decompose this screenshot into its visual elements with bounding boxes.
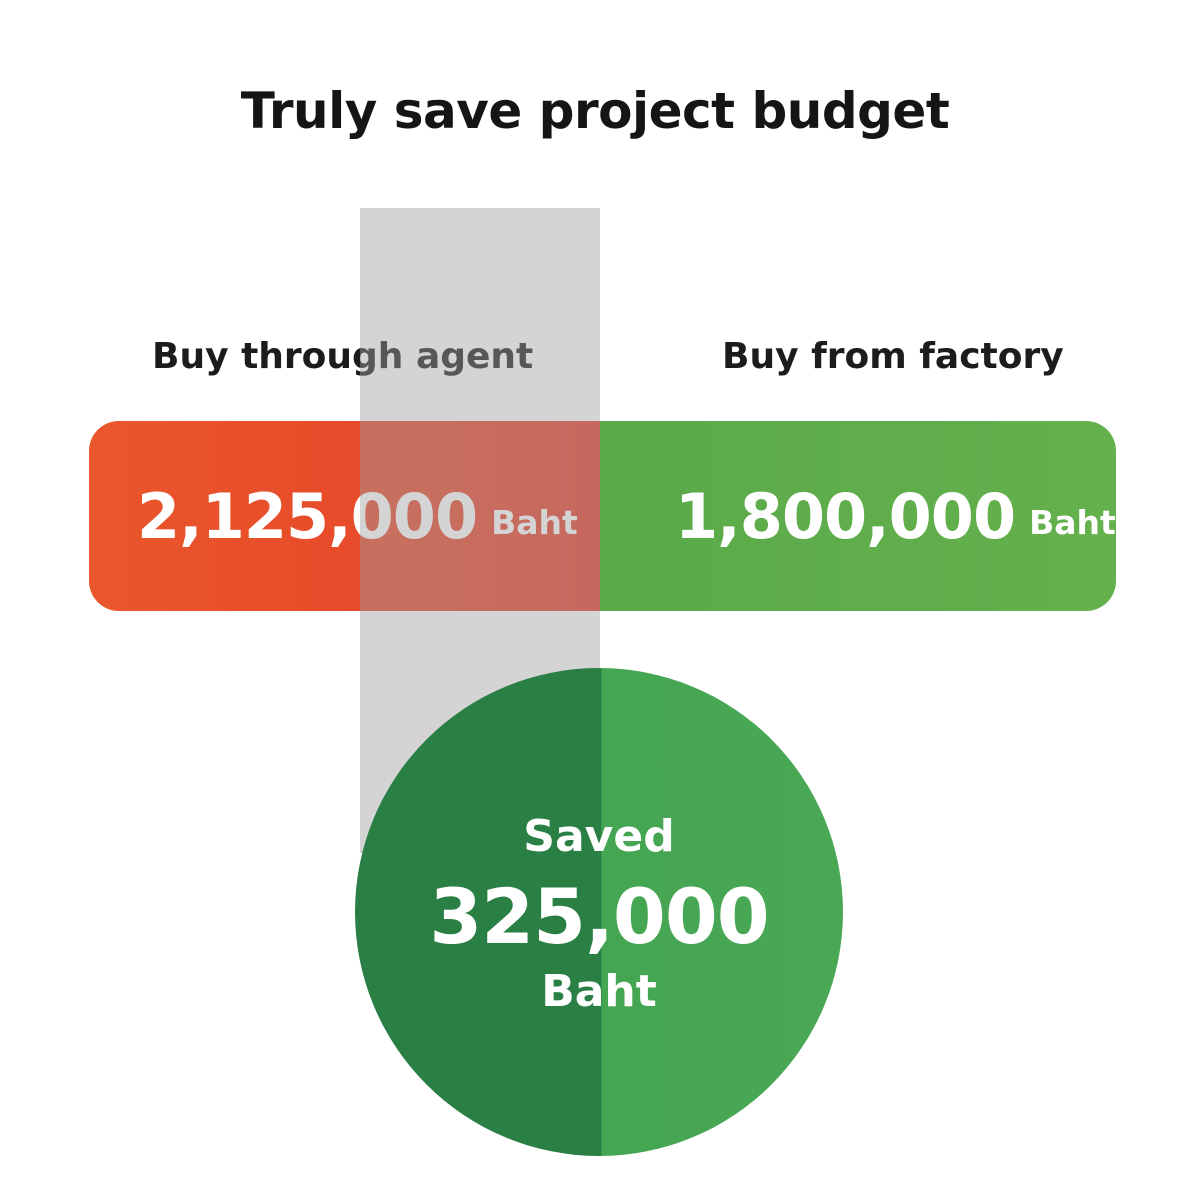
savings-circle: [355, 668, 843, 1156]
factory-label: Buy from factory: [722, 336, 1064, 377]
page-title: Truly save project budget: [240, 82, 950, 140]
agent-price: 2,125,000 Baht: [137, 421, 578, 611]
saved-unit: Baht: [541, 966, 657, 1017]
factory-price-block: [600, 421, 1116, 611]
savings-text: Saved 325,000 Baht: [355, 668, 843, 1156]
agent-price-block: [89, 421, 600, 611]
factory-price-unit: Baht: [1029, 502, 1116, 542]
saved-label: Saved: [523, 811, 675, 862]
agent-price-unit: Baht: [491, 502, 578, 542]
saved-amount: 325,000: [429, 872, 769, 961]
factory-price: 1,800,000 Baht: [675, 421, 1116, 611]
factory-price-amount: 1,800,000: [675, 479, 1016, 553]
agent-label: Buy through agent: [152, 336, 534, 377]
price-comparison-bar: 2,125,000 Baht 1,800,000 Baht: [89, 421, 1116, 611]
agent-price-amount: 2,125,000: [137, 479, 478, 553]
